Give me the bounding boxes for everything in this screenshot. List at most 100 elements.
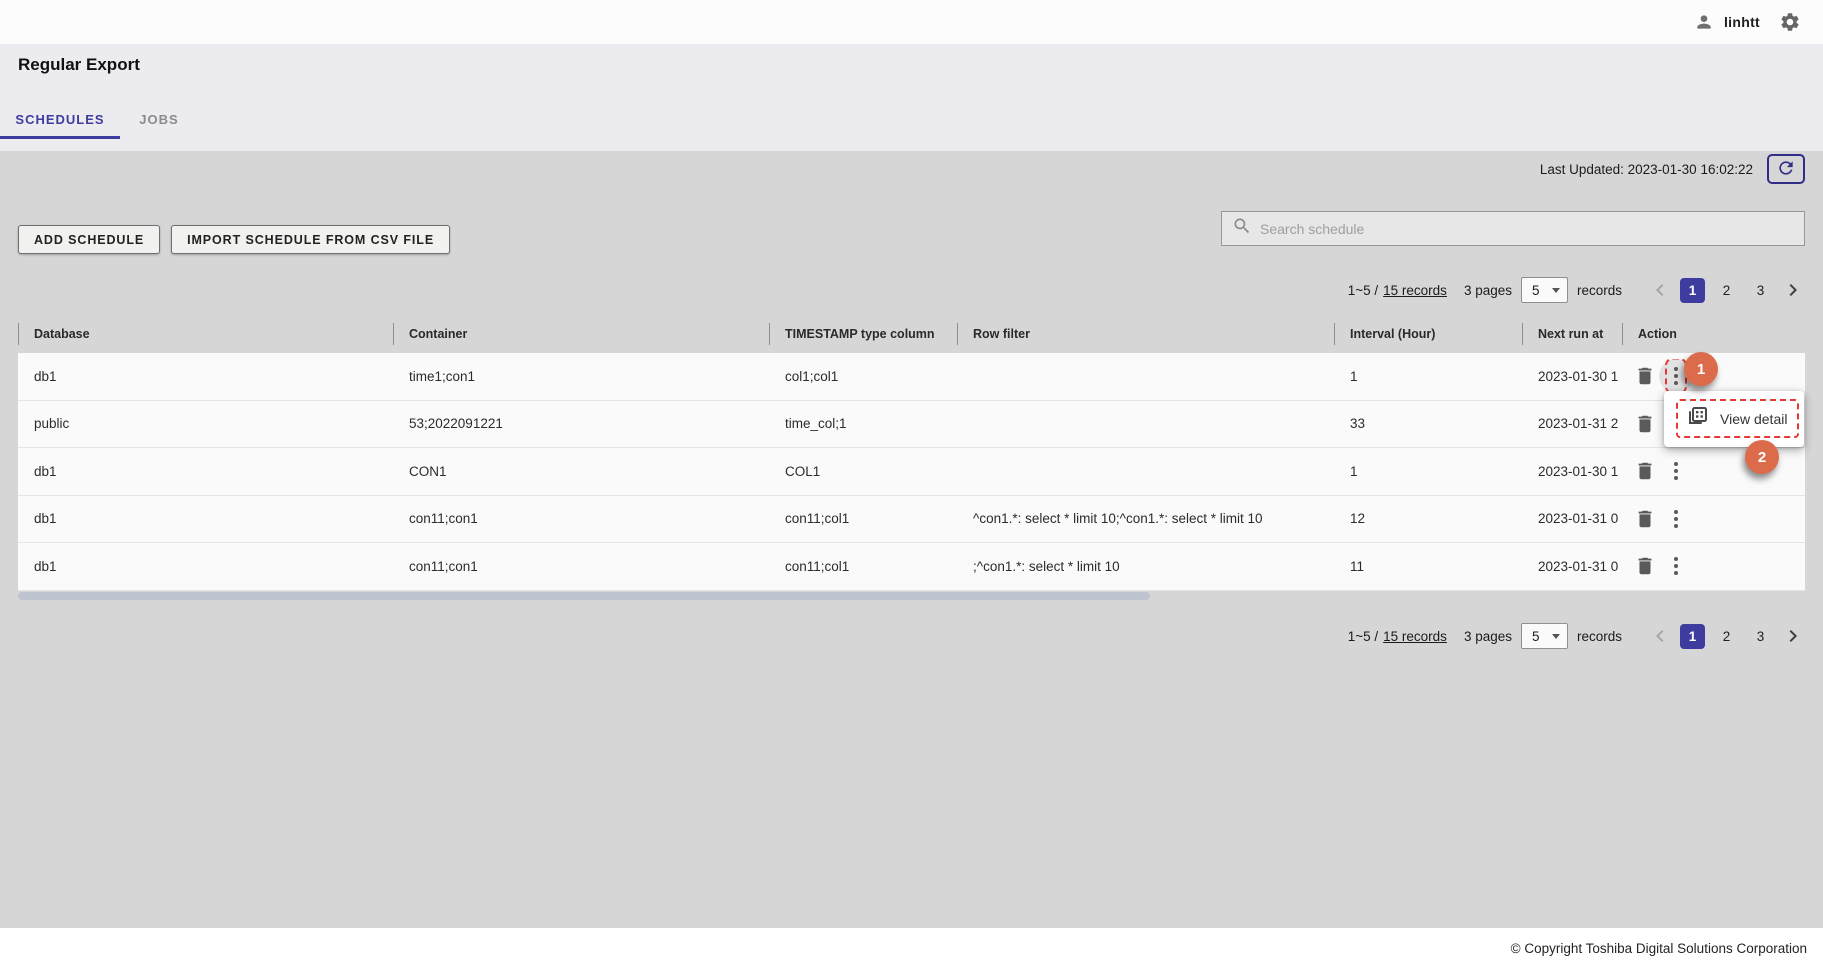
active-tab-indicator — [0, 136, 120, 139]
search-icon — [1232, 216, 1252, 241]
table-row: db1 time1;con1 col1;col1 1 2023-01-30 1 — [18, 353, 1805, 401]
page-size-value: 5 — [1531, 282, 1540, 298]
content-area: Last Updated: 2023-01-30 16:02:22 ADD SC… — [0, 151, 1823, 928]
table-row: db1 CON1 COL1 1 2023-01-30 1 — [18, 448, 1805, 496]
page-2-button[interactable]: 2 — [1722, 628, 1731, 644]
row-action-menu: View detail — [1664, 391, 1804, 447]
pages-count: 3 pages — [1463, 628, 1512, 644]
username: linhtt — [1723, 14, 1760, 30]
cell-next-run-at: 2023-01-31 0 — [1538, 558, 1619, 574]
pages-count: 3 pages — [1463, 282, 1512, 298]
cell-interval: 1 — [1350, 368, 1358, 384]
column-header-timestamp: TIMESTAMP type column — [769, 315, 957, 353]
more-actions-button[interactable] — [1674, 557, 1678, 576]
more-actions-button[interactable] — [1674, 462, 1678, 481]
delete-button[interactable] — [1634, 459, 1656, 483]
more-actions-button[interactable] — [1674, 367, 1678, 386]
cell-database: db1 — [34, 463, 57, 479]
table-row: public 53;2022091221 time_col;1 33 2023-… — [18, 401, 1805, 448]
cell-container: con11;con1 — [409, 558, 478, 574]
horizontal-scrollbar-thumb[interactable] — [18, 592, 1150, 600]
cell-interval: 1 — [1350, 463, 1358, 479]
tab-jobs[interactable]: JOBS — [139, 111, 179, 127]
record-range: 1~5 / — [1347, 282, 1379, 298]
cell-container: con11;con1 — [409, 511, 478, 527]
table-header: Database Container TIMESTAMP type column… — [18, 315, 1805, 353]
page-title: Regular Export — [18, 55, 140, 74]
column-header-row-filter: Row filter — [957, 315, 1334, 353]
column-header-database: Database — [18, 315, 393, 353]
cell-database: db1 — [34, 511, 57, 527]
person-icon — [1694, 12, 1714, 32]
page-1-button[interactable]: 1 — [1680, 277, 1705, 303]
page-size-value: 5 — [1531, 628, 1540, 644]
cell-database: db1 — [34, 558, 57, 574]
more-actions-wrap — [1659, 549, 1693, 583]
column-header-action: Action — [1622, 315, 1805, 353]
cell-container: time1;con1 — [409, 368, 476, 384]
search-input[interactable] — [1260, 220, 1794, 237]
more-actions-button[interactable] — [1674, 509, 1678, 528]
search-box — [1221, 211, 1805, 246]
cell-container: 53;2022091221 — [409, 416, 503, 432]
page-size-select[interactable]: 5 — [1520, 277, 1568, 303]
cell-action — [1622, 502, 1805, 536]
page-2-button[interactable]: 2 — [1722, 282, 1731, 298]
records-label: records — [1576, 628, 1622, 644]
next-page-button[interactable] — [1781, 624, 1805, 648]
prev-page-button[interactable] — [1648, 624, 1672, 648]
select-caret-icon — [1551, 633, 1560, 639]
tab-schedules[interactable]: SCHEDULES — [15, 111, 105, 127]
header-band: Regular Export SCHEDULES JOBS — [0, 44, 1823, 151]
schedule-table: db1 time1;con1 col1;col1 1 2023-01-30 1 — [18, 353, 1805, 591]
cell-interval: 33 — [1350, 416, 1366, 432]
records-count-link[interactable]: 15 records — [1383, 628, 1447, 644]
add-schedule-button[interactable]: ADD SCHEDULE — [18, 225, 161, 254]
cell-timestamp-column: COL1 — [785, 463, 821, 479]
page-numbers: 1 2 3 — [1680, 623, 1773, 649]
column-header-next-run: Next run at — [1522, 315, 1622, 353]
more-actions-wrap — [1659, 454, 1693, 488]
page-1-button[interactable]: 1 — [1680, 623, 1705, 649]
records-count-link[interactable]: 15 records — [1383, 282, 1447, 298]
refresh-button[interactable] — [1767, 154, 1805, 184]
page-3-button[interactable]: 3 — [1756, 628, 1765, 644]
table-row: db1 con11;con1 con11;col1 ;^con1.*: sele… — [18, 543, 1805, 591]
import-schedule-button[interactable]: IMPORT SCHEDULE FROM CSV FILE — [171, 225, 451, 254]
prev-page-button[interactable] — [1648, 278, 1672, 302]
delete-button[interactable] — [1634, 364, 1656, 388]
column-header-container: Container — [393, 315, 769, 353]
settings-button[interactable] — [1779, 11, 1801, 33]
annotation-step-badge-2: 2 — [1745, 440, 1779, 474]
page-3-button[interactable]: 3 — [1756, 282, 1765, 298]
gear-icon — [1779, 11, 1801, 33]
records-label: records — [1576, 282, 1622, 298]
cell-action — [1622, 549, 1805, 583]
topbar: linhtt — [0, 0, 1823, 44]
cell-timestamp-column: con11;col1 — [785, 558, 850, 574]
cell-database: db1 — [34, 368, 57, 384]
cell-row-filter: ^con1.*: select * limit 10;^con1.*: sele… — [973, 511, 1263, 527]
cell-next-run-at: 2023-01-30 1 — [1538, 463, 1619, 479]
view-detail-menu-item[interactable]: View detail — [1676, 399, 1799, 438]
annotation-step-badge-1: 1 — [1684, 352, 1718, 386]
select-caret-icon — [1551, 287, 1560, 293]
next-page-button[interactable] — [1781, 278, 1805, 302]
cell-interval: 12 — [1350, 511, 1366, 527]
delete-button[interactable] — [1634, 554, 1656, 578]
delete-button[interactable] — [1634, 412, 1656, 436]
cell-timestamp-column: con11;col1 — [785, 511, 850, 527]
page-size-select[interactable]: 5 — [1520, 623, 1568, 649]
tab-bar: SCHEDULES JOBS — [0, 99, 198, 139]
pagination-bottom: 1~5 / 15 records 3 pages 5 records 1 2 3 — [1348, 623, 1805, 649]
column-header-interval: Interval (Hour) — [1334, 315, 1522, 353]
cell-container: CON1 — [409, 463, 447, 479]
delete-button[interactable] — [1634, 507, 1656, 531]
cell-interval: 11 — [1350, 558, 1365, 574]
footer: © Copyright Toshiba Digital Solutions Co… — [0, 928, 1823, 969]
record-range: 1~5 / — [1347, 628, 1379, 644]
copyright-text: © Copyright Toshiba Digital Solutions Co… — [1510, 941, 1807, 956]
last-updated-text: Last Updated: 2023-01-30 16:02:22 — [1539, 161, 1753, 177]
horizontal-scrollbar-track — [18, 592, 1805, 600]
